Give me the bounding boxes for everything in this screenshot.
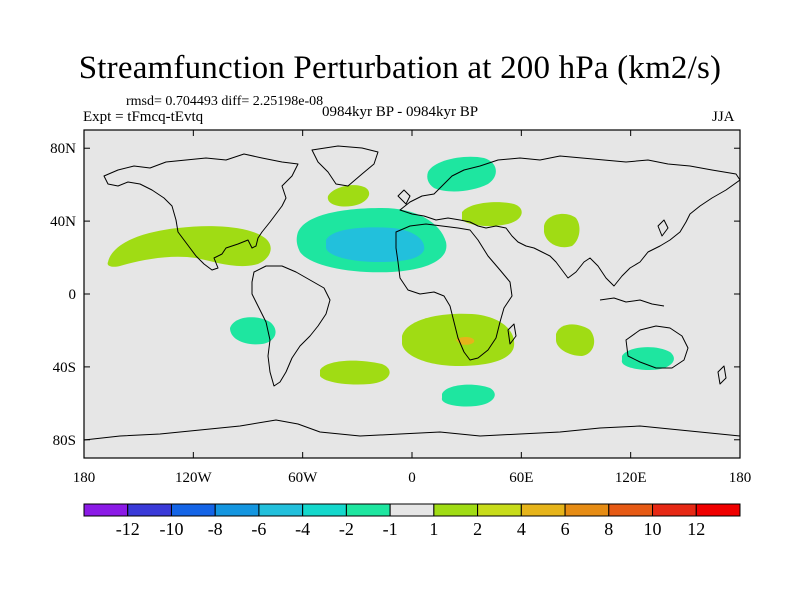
colorbar-label: -4 — [295, 519, 310, 539]
stats-label: rmsd= 0.704493 diff= 2.25198e-08 — [126, 94, 324, 109]
coastline-north-america — [103, 153, 299, 271]
lon-tick-label: 120E — [615, 470, 647, 486]
colorbar-label: -12 — [116, 519, 140, 539]
anomaly-north-atlantic-core — [326, 227, 425, 262]
anomaly-central-asia-positive — [544, 213, 580, 248]
colorbar-swatch — [127, 503, 172, 517]
anomaly-south-atlantic-negative — [230, 317, 276, 345]
colorbar-swatch — [389, 503, 435, 517]
lon-tick-label: 60W — [288, 470, 318, 486]
colorbar-swatch — [652, 503, 697, 517]
lat-tick-label: 40N — [50, 214, 76, 230]
coastline-greenland — [311, 145, 379, 187]
colorbar-label: 12 — [687, 519, 705, 539]
lat-tick-label: 80N — [50, 141, 76, 157]
colorbar-swatch — [520, 503, 566, 517]
anomaly-north-atlantic-small-positive — [327, 185, 370, 207]
colorbar-label: 1 — [429, 519, 438, 539]
coastline-indonesia — [599, 297, 665, 307]
latitude-axis: 80N 40N 0 40S 80S — [50, 141, 76, 449]
chart-title: Streamfunction Perturbation at 200 hPa (… — [78, 50, 722, 86]
anomaly-europe-positive — [462, 202, 522, 227]
map-background — [84, 130, 740, 458]
coastline-south-america — [251, 265, 331, 387]
colorbar-swatch — [83, 503, 129, 517]
coastline-new-zealand — [717, 365, 727, 385]
axis-ticks — [83, 130, 741, 458]
anomaly-southern-ocean-negative — [441, 384, 495, 407]
lon-tick-label: 180 — [729, 470, 752, 486]
lat-tick-label: 40S — [53, 360, 76, 376]
colorbar — [83, 503, 741, 517]
lon-tick-label: 180 — [73, 470, 96, 486]
colorbar-labels: -12 -10 -8 -6 -4 -2 -1 1 2 4 6 8 10 12 — [116, 519, 706, 539]
colorbar-swatch — [214, 503, 260, 517]
lon-tick-label: 120W — [175, 470, 213, 486]
coastline-madagascar — [507, 323, 517, 345]
colorbar-swatch — [258, 503, 304, 517]
colorbar-swatch — [564, 503, 610, 517]
coastline-british-isles — [397, 189, 411, 205]
colorbar-label: 2 — [473, 519, 482, 539]
colorbar-swatch — [302, 503, 347, 517]
colorbar-label: 8 — [604, 519, 613, 539]
season-label: JJA — [712, 109, 735, 125]
colorbar-swatch — [477, 503, 522, 517]
lat-tick-label: 0 — [69, 287, 77, 303]
anomaly-scandinavia-negative — [427, 156, 496, 192]
colorbar-label: 6 — [561, 519, 570, 539]
colorbar-label: -1 — [383, 519, 398, 539]
colorbar-swatch — [608, 503, 654, 517]
colorbar-label: -10 — [159, 519, 183, 539]
colorbar-swatch — [345, 503, 391, 517]
coastline-eurasia — [399, 155, 740, 287]
lon-tick-label: 60E — [509, 470, 533, 486]
anomaly-australia-negative — [621, 347, 674, 370]
colorbar-label: -2 — [339, 519, 354, 539]
coastline-japan — [657, 219, 669, 237]
coastline-antarctica — [84, 419, 740, 441]
anomaly-fields — [107, 156, 674, 407]
colorbar-swatch — [170, 503, 216, 517]
anomaly-indian-ocean-positive — [556, 324, 595, 356]
colorbar-swatch — [433, 503, 479, 517]
experiment-label: Expt = tFmcq-tEvtq — [83, 109, 204, 125]
coastlines — [84, 145, 740, 441]
period-label: 0984kyr BP - 0984kyr BP — [322, 104, 479, 120]
colorbar-label: 4 — [517, 519, 526, 539]
lon-tick-label: 0 — [408, 470, 416, 486]
colorbar-label: -8 — [208, 519, 223, 539]
colorbar-swatch — [695, 503, 741, 517]
colorbar-label: 10 — [644, 519, 662, 539]
colorbar-label: -6 — [251, 519, 266, 539]
coastline-australia — [625, 325, 689, 369]
coastline-africa-eurasia — [395, 223, 513, 361]
lat-tick-label: 80S — [53, 433, 76, 449]
longitude-axis: 180 120W 60W 0 60E 120E 180 — [73, 470, 752, 486]
anomaly-south-pacific-positive — [320, 360, 390, 385]
